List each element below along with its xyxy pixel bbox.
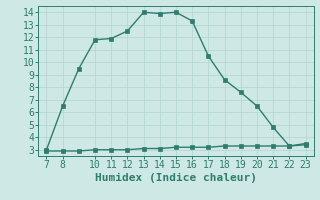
X-axis label: Humidex (Indice chaleur): Humidex (Indice chaleur) xyxy=(95,173,257,183)
